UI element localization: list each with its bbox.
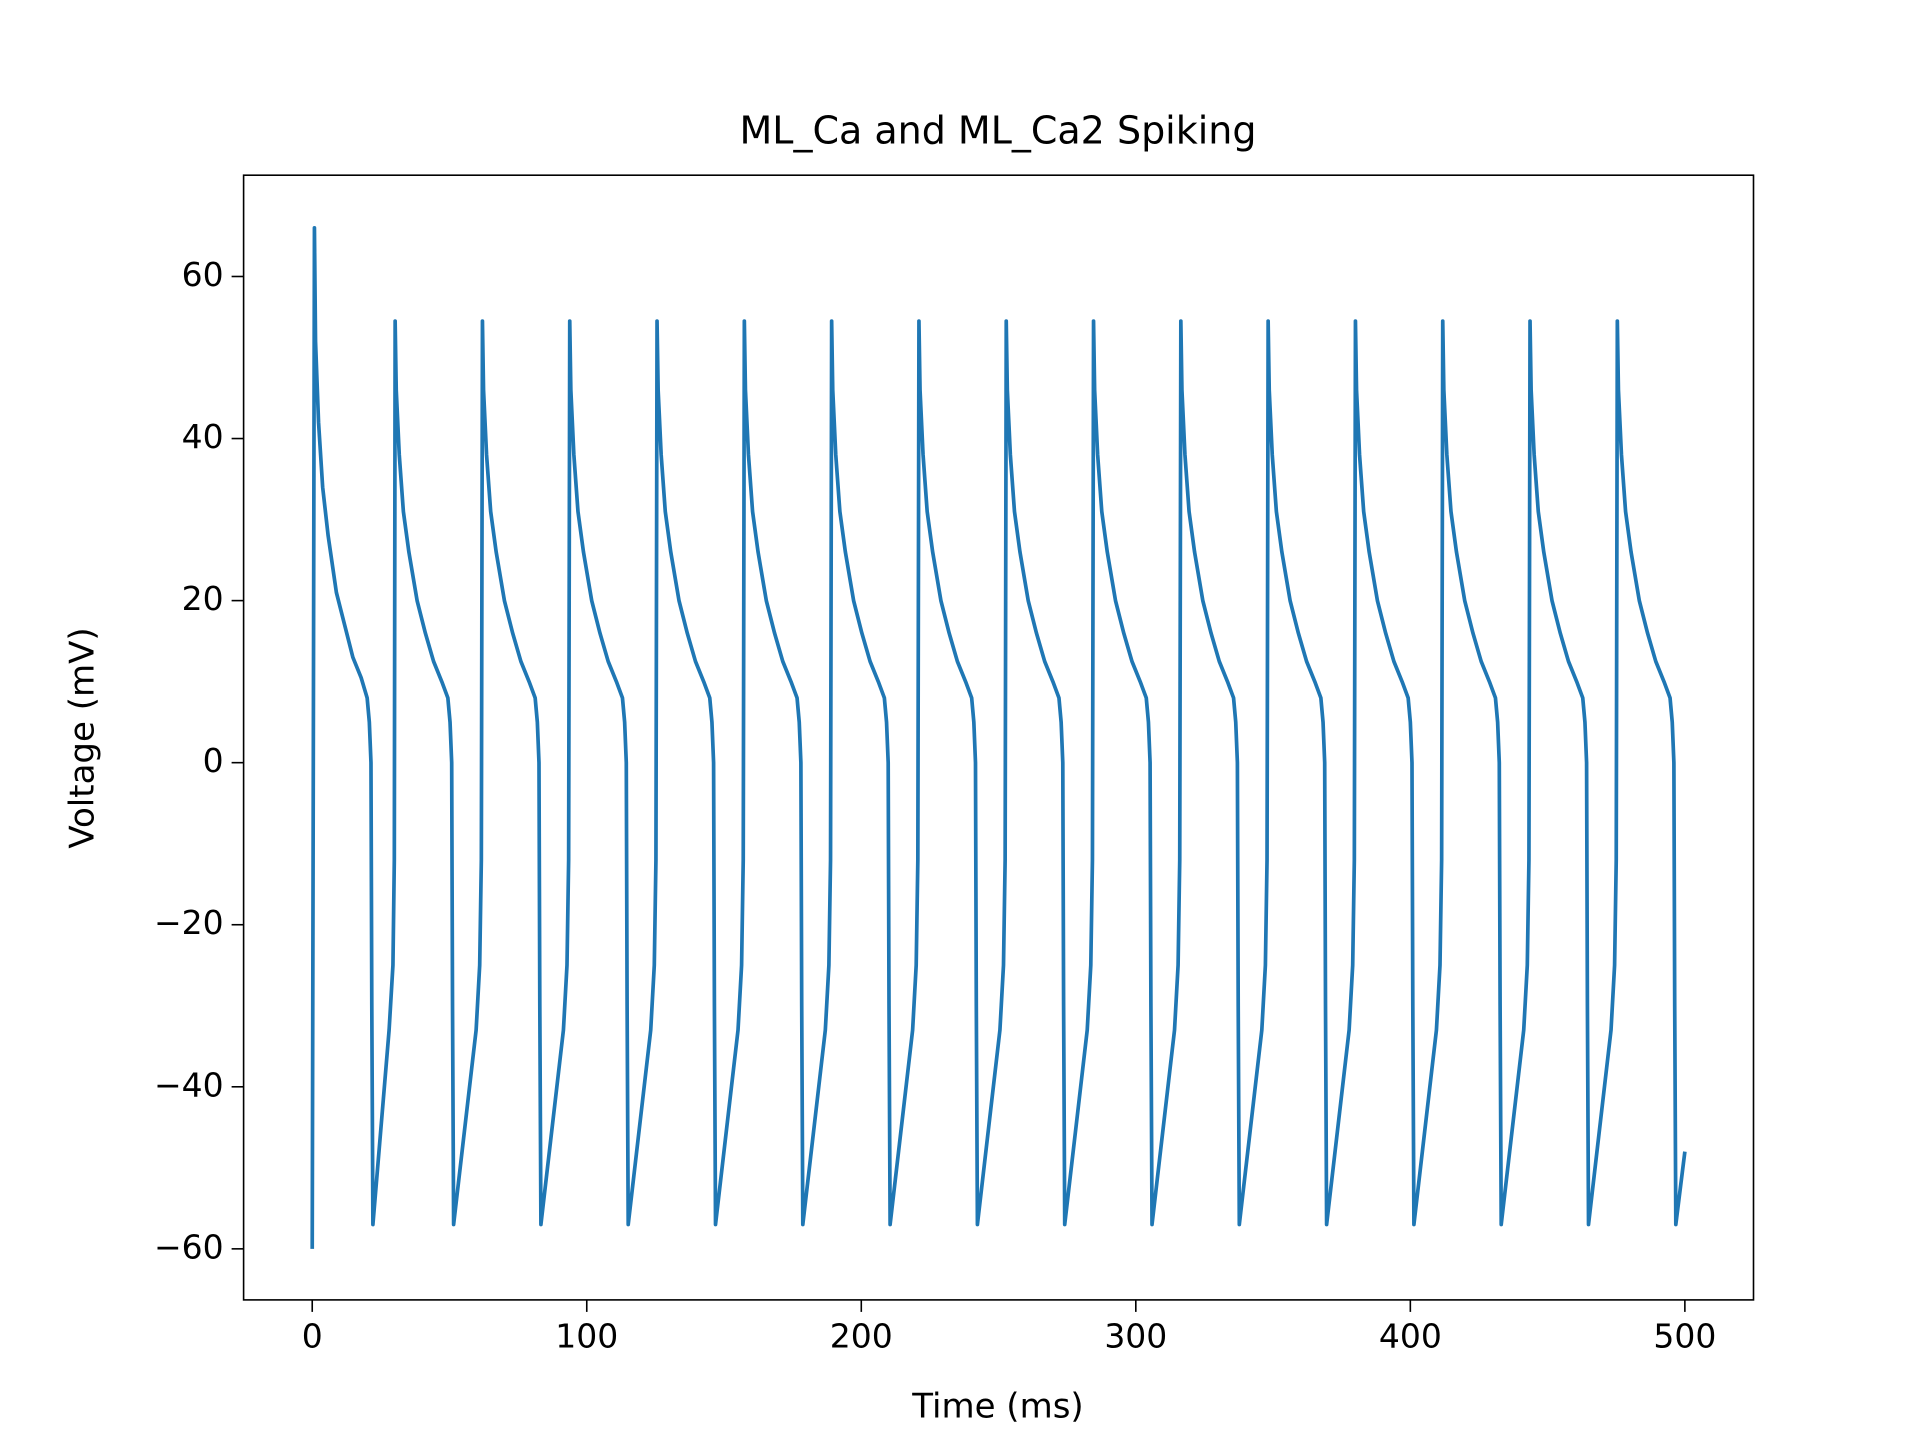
x-tick-label: 500 (1653, 1316, 1716, 1355)
plot-frame (242, 174, 1755, 1301)
chart-title: ML_Ca and ML_Ca2 Spiking (739, 109, 1256, 153)
y-axis-label: Voltage (mV) (63, 627, 103, 848)
x-tick-label: 400 (1379, 1316, 1442, 1355)
y-tick-label: −40 (154, 1065, 224, 1104)
y-tick-label: 0 (203, 741, 224, 780)
x-tick-label: 300 (1104, 1316, 1167, 1355)
x-tick-label: 0 (302, 1316, 323, 1355)
x-tick-label: 100 (555, 1316, 618, 1355)
x-tick-label: 200 (830, 1316, 893, 1355)
y-tick-label: 40 (182, 417, 224, 456)
data-line (310, 226, 1687, 1249)
y-tick-label: 60 (182, 255, 224, 294)
y-tick-label: −20 (154, 903, 224, 942)
x-axis-label: Time (ms) (911, 1387, 1083, 1427)
y-tick-label: −60 (154, 1227, 224, 1266)
y-tick-label: 20 (182, 579, 224, 618)
